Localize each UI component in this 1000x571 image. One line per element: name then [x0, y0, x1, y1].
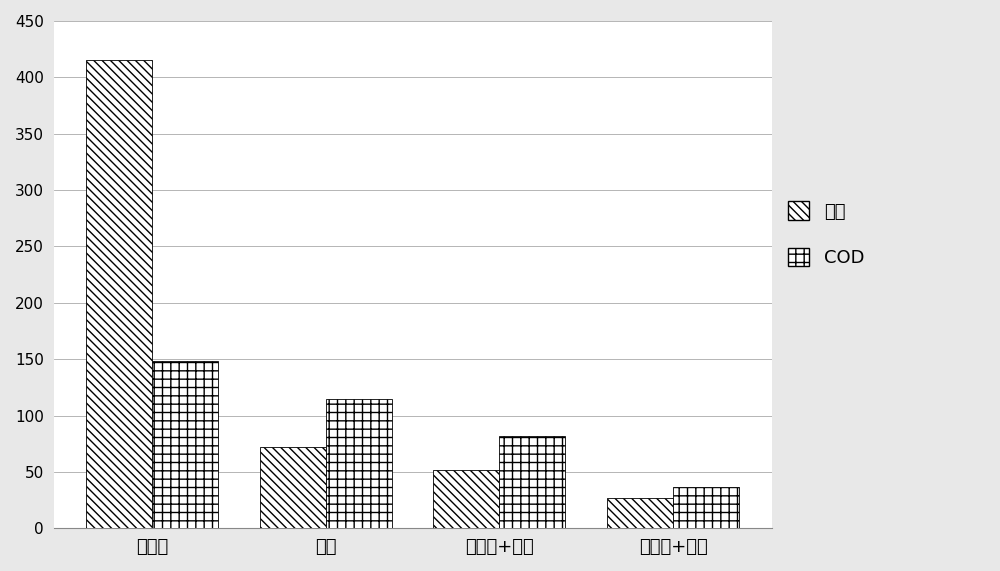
Bar — [499, 436, 565, 528]
Bar — [152, 361, 218, 528]
Bar — [433, 470, 499, 528]
Bar — [607, 498, 673, 528]
Bar — [326, 399, 392, 528]
Bar — [260, 447, 326, 528]
Bar — [673, 486, 739, 528]
Bar — [86, 61, 152, 528]
Legend: 色度, COD: 色度, COD — [788, 201, 864, 267]
